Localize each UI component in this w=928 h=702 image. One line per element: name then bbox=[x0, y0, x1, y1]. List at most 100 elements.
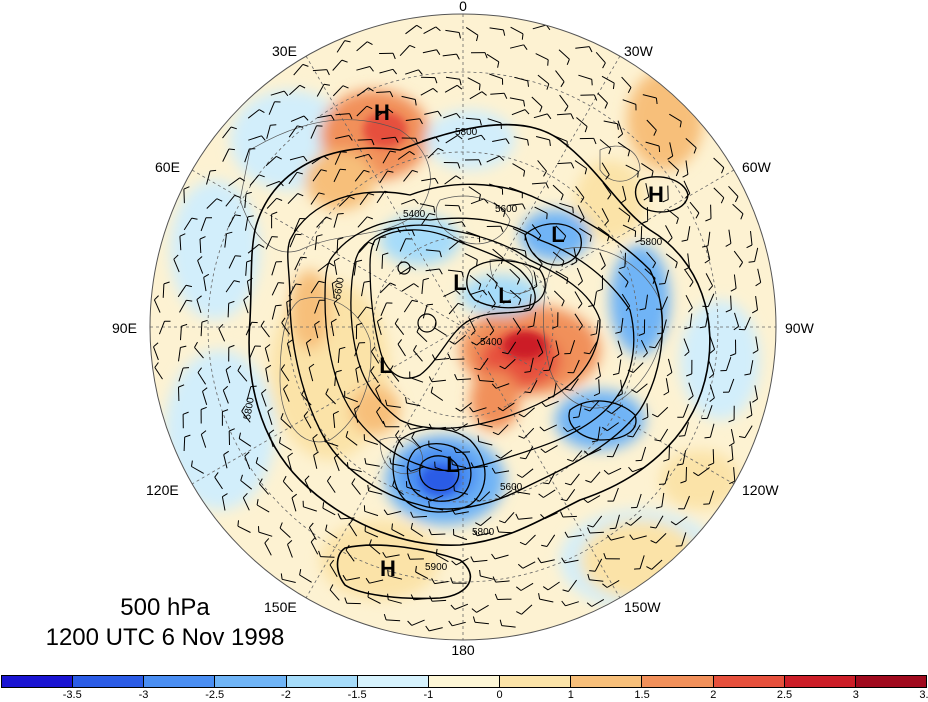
high-center-pacific: H bbox=[380, 556, 396, 581]
wind-barb bbox=[612, 443, 620, 458]
colorbar-tick-label: 0 bbox=[496, 689, 503, 701]
wind-barb bbox=[411, 437, 422, 449]
wind-barb-flag bbox=[200, 406, 207, 410]
wind-barb-flag bbox=[414, 99, 417, 106]
wind-barb-flag bbox=[397, 339, 403, 345]
wind-barb bbox=[303, 415, 312, 429]
wind-barb bbox=[574, 313, 583, 326]
wind-barb bbox=[601, 75, 615, 84]
wind-barb bbox=[268, 101, 275, 115]
wind-barb-flag bbox=[413, 345, 417, 351]
wind-barb bbox=[525, 446, 534, 459]
wind-barb bbox=[379, 170, 388, 183]
wind-barb bbox=[380, 302, 387, 316]
wind-barb bbox=[394, 323, 405, 336]
wind-barb bbox=[533, 272, 538, 287]
wind-barb-flag bbox=[720, 197, 725, 204]
wind-barb-flag bbox=[483, 198, 489, 204]
wind-barb-flag bbox=[570, 113, 574, 120]
wind-barb-flag bbox=[287, 339, 293, 344]
wind-barb-flag bbox=[300, 256, 307, 259]
wind-barb-flag bbox=[222, 493, 228, 498]
wind-barb bbox=[356, 41, 368, 52]
wind-barb-flag bbox=[517, 563, 524, 569]
wind-barb bbox=[367, 596, 381, 604]
wind-barb-flag bbox=[366, 105, 373, 110]
wind-barb-flag bbox=[704, 436, 711, 439]
wind-barb-flag bbox=[652, 262, 657, 269]
wind-barb-flag bbox=[503, 93, 508, 99]
wind-barb-flag bbox=[459, 79, 462, 86]
wind-barb-flag bbox=[684, 351, 690, 357]
wind-barb bbox=[708, 490, 715, 505]
wind-barb-flag bbox=[478, 194, 481, 201]
wind-barb-flag bbox=[394, 318, 399, 324]
wind-barb bbox=[332, 59, 343, 71]
wind-barb bbox=[255, 462, 268, 472]
wind-barb bbox=[572, 450, 583, 462]
wind-barb bbox=[713, 187, 725, 199]
wind-barb-flag bbox=[627, 150, 631, 157]
wind-barb bbox=[531, 182, 546, 185]
wind-barb-flag bbox=[491, 553, 496, 560]
wind-barb bbox=[180, 326, 182, 341]
wind-barb bbox=[266, 180, 280, 187]
wind-barb-flag bbox=[345, 430, 349, 438]
wind-barb-flag bbox=[606, 410, 612, 415]
wind-barb-flag bbox=[631, 389, 637, 394]
colorbar-segment bbox=[144, 676, 216, 687]
wind-barb bbox=[334, 151, 342, 165]
wind-barb bbox=[299, 574, 312, 583]
wind-barb bbox=[659, 428, 669, 442]
wind-barb-flag bbox=[642, 416, 649, 421]
wind-barb bbox=[260, 325, 270, 338]
wind-barb bbox=[247, 109, 260, 119]
wind-barb-flag bbox=[686, 373, 692, 377]
wind-barb-flag bbox=[367, 484, 370, 491]
wind-barb bbox=[221, 496, 226, 511]
wind-barb-flag bbox=[591, 440, 599, 443]
anomaly-field bbox=[165, 70, 760, 610]
wind-barb bbox=[266, 125, 271, 139]
wind-barb bbox=[357, 216, 368, 228]
lon-label-180: 180 bbox=[451, 642, 475, 658]
wind-barb bbox=[510, 26, 524, 35]
wind-barb-flag bbox=[296, 171, 303, 175]
wind-barb bbox=[153, 346, 159, 361]
wind-barb-flag bbox=[194, 341, 198, 348]
wind-barb bbox=[640, 339, 648, 354]
wind-barb-flag bbox=[650, 540, 657, 544]
wind-barb bbox=[200, 217, 207, 232]
wind-barb bbox=[708, 360, 715, 375]
wind-barb bbox=[379, 68, 394, 74]
wind-barb bbox=[405, 24, 418, 35]
wind-barb bbox=[225, 280, 235, 293]
wind-barb bbox=[641, 162, 654, 172]
wind-barb bbox=[611, 404, 623, 414]
wind-barb bbox=[547, 581, 560, 591]
title-time: 1200 UTC 6 Nov 1998 bbox=[45, 624, 285, 651]
wind-barb bbox=[493, 202, 506, 212]
wind-barb-flag bbox=[603, 553, 607, 559]
wind-barb bbox=[578, 403, 583, 418]
wind-barb bbox=[153, 299, 161, 313]
wind-barb bbox=[685, 294, 693, 308]
wind-barb-flag bbox=[616, 353, 623, 359]
wind-barb bbox=[444, 84, 458, 93]
wind-barb-flag bbox=[578, 325, 583, 331]
wind-barb bbox=[537, 160, 547, 172]
wind-barb bbox=[594, 558, 603, 572]
wind-barb bbox=[502, 402, 515, 412]
wind-barb-flag bbox=[214, 472, 219, 478]
wind-barb-flag bbox=[363, 280, 370, 283]
wind-barb-flag bbox=[699, 326, 706, 329]
wind-barb bbox=[546, 534, 556, 547]
wind-barb bbox=[358, 241, 369, 253]
wind-barb-flag bbox=[655, 506, 662, 509]
wind-barb-flag bbox=[478, 84, 481, 91]
wind-barb bbox=[224, 233, 227, 248]
wind-barb-flag bbox=[643, 196, 650, 201]
wind-barb bbox=[329, 564, 338, 578]
wind-barb-flag bbox=[527, 80, 529, 87]
wind-barb bbox=[533, 312, 537, 327]
